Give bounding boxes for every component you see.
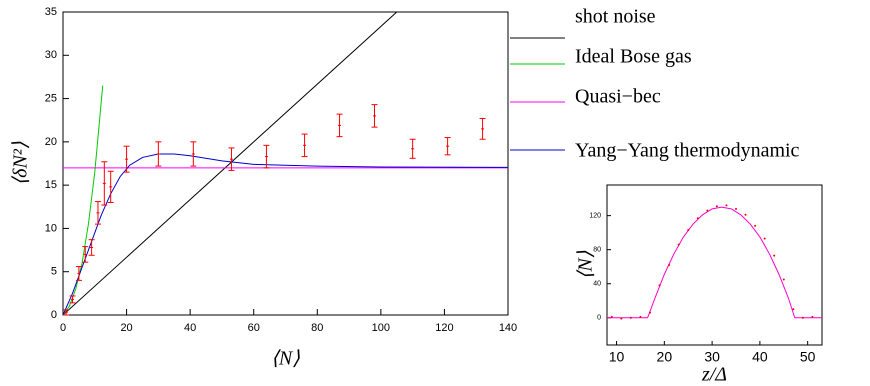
data-point (725, 204, 728, 207)
data-point (754, 224, 757, 227)
x-tick-label: 50 (800, 349, 816, 365)
data-point (782, 278, 785, 281)
y-axis-label: ⟨δN²⟩ (10, 141, 32, 185)
y-tick-label: 10 (45, 222, 57, 234)
x-tick-label: 140 (499, 322, 517, 334)
data-point (668, 264, 671, 266)
y-tick-label: 0 (51, 309, 57, 321)
data-point (610, 315, 613, 318)
y-tick-label: 20 (45, 136, 57, 148)
data-point (801, 316, 804, 319)
x-tick-label: 40 (752, 349, 768, 365)
data-point (715, 205, 718, 208)
data-point (629, 316, 632, 319)
y-tick-label: 25 (45, 92, 57, 104)
plot-frame (62, 11, 509, 316)
y-tick-label: 40 (593, 281, 601, 288)
data-point (677, 243, 680, 246)
legend-label: shot noise (575, 6, 656, 28)
data-point (620, 317, 623, 320)
data-point (706, 209, 709, 212)
x-axis-label: z/Δ (701, 364, 727, 386)
x-tick-label: 60 (248, 322, 260, 334)
data-point (744, 213, 747, 216)
y-tick-label: 15 (45, 179, 57, 191)
plot-frame (606, 184, 823, 346)
x-tick-label: 30 (704, 349, 720, 365)
y-tick-label: 30 (45, 49, 57, 61)
curve (63, 85, 104, 315)
y-axis-label: ⟨N⟩ (575, 250, 597, 279)
data-point (639, 315, 642, 318)
x-tick-label: 100 (372, 322, 390, 334)
data-point (658, 284, 661, 287)
y-tick-label: 120 (589, 212, 601, 219)
data-point (735, 207, 737, 210)
data-point (649, 311, 651, 314)
data-point (687, 229, 690, 232)
x-tick-label: 20 (657, 349, 673, 365)
data-point (792, 308, 795, 311)
x-tick-label: 20 (120, 322, 132, 334)
curve (607, 206, 822, 319)
y-tick-label: 0 (597, 315, 601, 322)
y-tick-label: 35 (45, 6, 57, 18)
data-point (696, 217, 699, 220)
x-tick-label: 120 (435, 322, 453, 334)
y-tick-label: 80 (593, 247, 601, 254)
x-axis-label: ⟨N⟩ (271, 348, 300, 370)
data-point (773, 254, 776, 257)
data-point (811, 315, 814, 318)
curve (63, 153, 508, 315)
legend-label: Yang−Yang thermodynamic (575, 140, 800, 162)
x-tick-label: 10 (609, 349, 625, 365)
legend-label: Quasi−bec (575, 86, 661, 108)
y-tick-label: 5 (51, 266, 57, 278)
x-tick-label: 40 (184, 322, 196, 334)
data-point (763, 237, 766, 240)
legend-label: Ideal Bose gas (575, 46, 692, 68)
x-tick-label: 80 (311, 322, 323, 334)
x-tick-label: 0 (60, 322, 66, 334)
curve (63, 12, 398, 315)
